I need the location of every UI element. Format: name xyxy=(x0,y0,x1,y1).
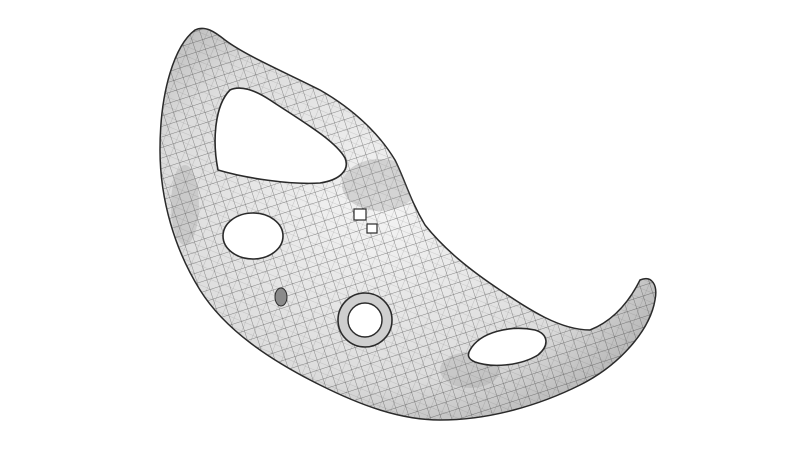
mesh-hole-upper xyxy=(214,87,347,185)
mesh-hole-left xyxy=(222,212,284,260)
mesh-hole-small-square xyxy=(353,208,378,234)
mesh-hole-center xyxy=(337,292,393,348)
mesh-hole-right xyxy=(467,327,547,367)
mesh-pit-left xyxy=(274,287,288,307)
mesh-body xyxy=(159,27,657,421)
